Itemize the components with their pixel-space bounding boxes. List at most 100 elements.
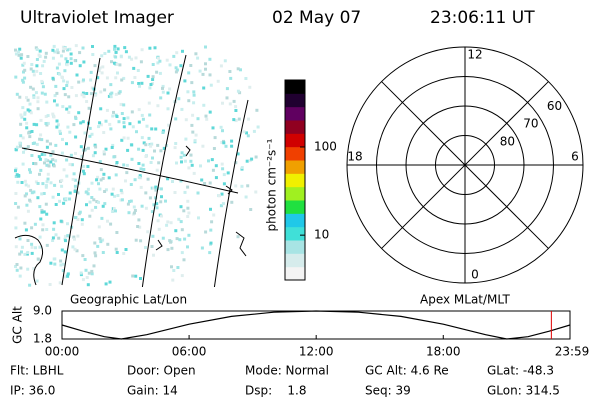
speckle [133, 76, 137, 79]
speckle [36, 100, 40, 104]
speckle [63, 93, 67, 97]
speckle [165, 223, 169, 227]
speckle [35, 64, 39, 68]
speckle [104, 147, 108, 151]
colorbar-tick-label: 100 [314, 139, 337, 153]
colorbar-swatch [285, 80, 305, 94]
speckle [49, 153, 53, 157]
speckle [87, 271, 91, 275]
date: 02 May 07 [272, 8, 361, 28]
speckle [21, 78, 25, 82]
speckle [54, 143, 58, 147]
speckle [112, 155, 116, 159]
speckle [52, 227, 56, 231]
speckle [232, 118, 236, 122]
speckle [120, 138, 124, 142]
speckle [31, 142, 35, 145]
info-field: GLat: -48.3 [487, 364, 554, 378]
speckle [86, 192, 90, 196]
speckle [95, 178, 99, 182]
speckle [234, 109, 238, 112]
speckle [251, 65, 255, 69]
speckle [154, 196, 158, 200]
speckle [126, 136, 130, 140]
speckle [35, 142, 39, 146]
speckle [155, 168, 159, 172]
speckle [27, 131, 31, 135]
speckle [242, 130, 246, 134]
speckle [194, 133, 198, 137]
speckle [157, 56, 160, 60]
speckle [247, 57, 251, 61]
speckle [180, 251, 184, 255]
speckle [57, 236, 61, 240]
colorbar-tick-label: 10 [314, 228, 329, 242]
x-tick-label: 12:00 [299, 345, 334, 359]
speckle [25, 96, 28, 100]
speckle [44, 122, 48, 125]
y-axis-label: GC Alt [11, 306, 25, 344]
speckle [100, 216, 104, 220]
speckle [210, 220, 214, 224]
speckle [81, 169, 85, 173]
speckles [14, 44, 260, 287]
speckle [36, 107, 40, 111]
speckle [90, 208, 94, 212]
speckle [17, 50, 20, 54]
speckle [181, 49, 184, 53]
speckle [142, 168, 146, 171]
speckle [23, 252, 27, 256]
speckle [20, 250, 23, 254]
speckle [38, 172, 41, 176]
speckle [138, 84, 141, 88]
speckle [221, 101, 224, 105]
speckle [94, 205, 98, 209]
info-field: Flt: LBHL [10, 364, 64, 378]
speckle [111, 114, 115, 118]
speckle [14, 48, 17, 52]
speckle [76, 218, 80, 221]
speckle [170, 265, 173, 269]
speckle [55, 103, 59, 107]
map-image [14, 44, 260, 287]
speckle [14, 226, 18, 230]
speckle [105, 108, 109, 112]
speckle [161, 84, 165, 88]
mlt-label: 18 [347, 150, 362, 164]
speckle [197, 216, 200, 220]
speckle [230, 200, 234, 204]
speckle [174, 66, 178, 70]
speckle [140, 136, 144, 140]
speckle [102, 172, 106, 176]
speckle [114, 173, 118, 177]
speckle [15, 145, 19, 149]
speckle [40, 79, 44, 83]
speckle [74, 117, 78, 120]
speckle [146, 74, 150, 78]
speckle [51, 48, 55, 52]
speckle [73, 216, 77, 219]
speckle [16, 205, 20, 209]
speckle [32, 267, 36, 271]
speckle [166, 177, 170, 181]
speckle [44, 185, 48, 189]
speckle [180, 107, 184, 111]
speckle [254, 190, 258, 194]
speckle [52, 44, 56, 48]
speckle [33, 222, 37, 226]
speckle [187, 166, 191, 170]
speckle [122, 136, 126, 140]
speckle [92, 264, 96, 268]
speckle [111, 210, 115, 213]
speckle [73, 247, 77, 251]
speckle [113, 194, 117, 198]
speckle [146, 177, 150, 181]
colorbar-swatch [285, 120, 305, 134]
speckle [67, 111, 71, 114]
speckle [230, 144, 234, 148]
speckle [53, 262, 57, 266]
speckle [70, 86, 74, 89]
speckle [156, 143, 160, 147]
speckle [133, 211, 136, 215]
speckle [147, 101, 151, 105]
